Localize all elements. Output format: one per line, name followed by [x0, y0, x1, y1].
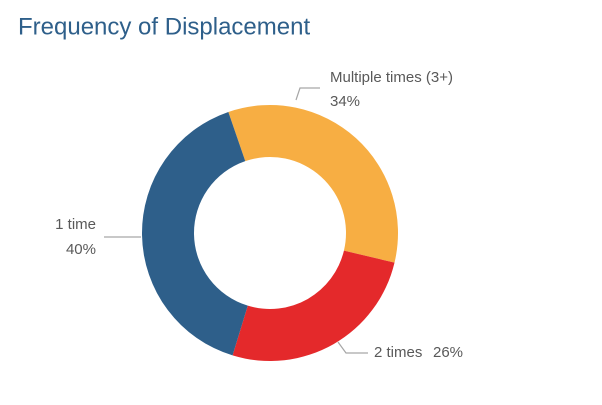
value-label: 34% [330, 93, 360, 110]
category-label: 1 time [55, 216, 96, 233]
value-label: 26% [433, 344, 463, 361]
donut-slice [228, 105, 398, 263]
donut-slice [232, 250, 395, 361]
chart-title: Frequency of Displacement [18, 13, 310, 40]
donut-slice [142, 111, 248, 356]
category-label: Multiple times (3+) [330, 69, 453, 86]
category-label: 2 times [374, 344, 422, 361]
leader-line [337, 341, 368, 354]
leader-line [295, 87, 320, 101]
value-label: 40% [66, 241, 96, 258]
